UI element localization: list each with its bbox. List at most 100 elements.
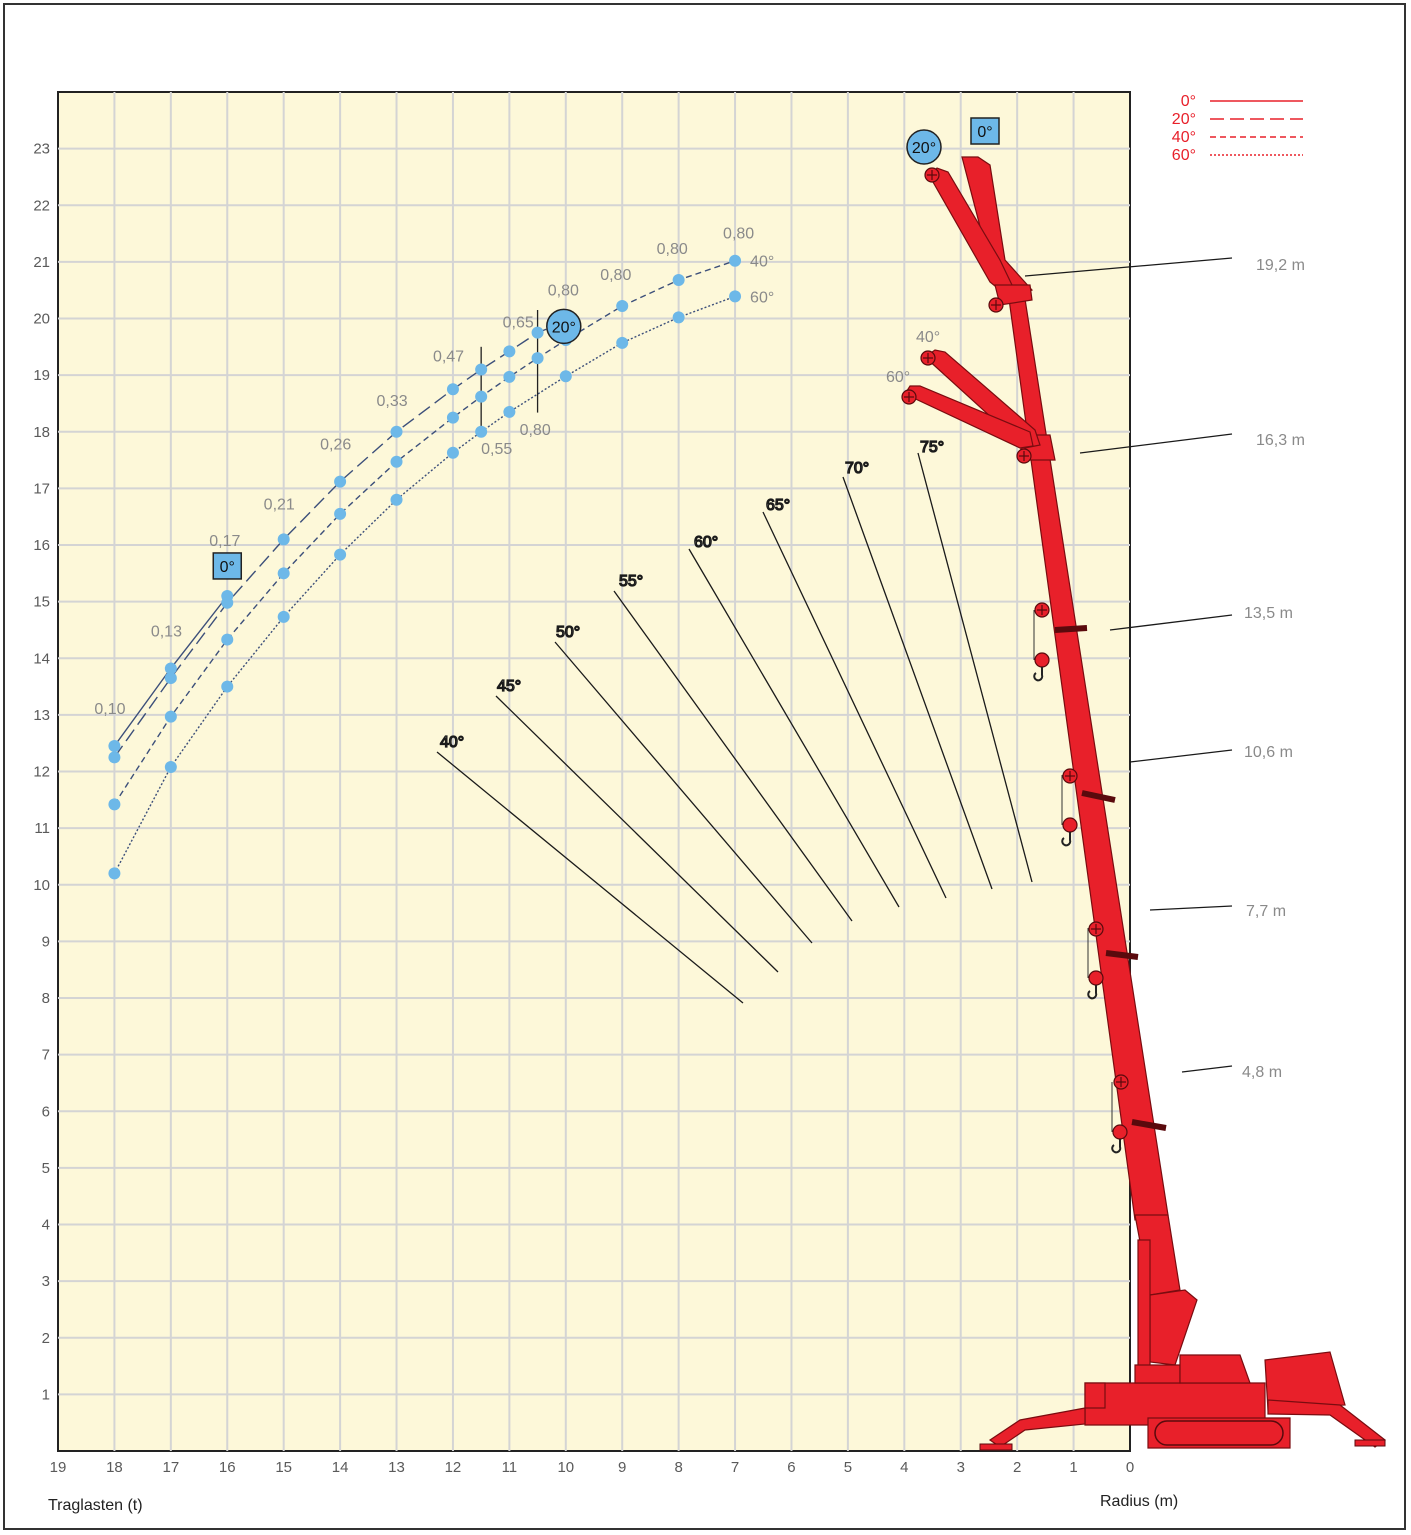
data-point bbox=[108, 740, 121, 753]
y-tick-label: 1 bbox=[42, 1386, 50, 1403]
outrigger-pad-right bbox=[1354, 1439, 1386, 1447]
boom-cylinder bbox=[1137, 1239, 1151, 1381]
data-point bbox=[108, 867, 121, 880]
boom-angle-label: 60° bbox=[694, 534, 718, 551]
y-tick-label: 11 bbox=[34, 820, 50, 837]
y-tick-label: 20 bbox=[33, 311, 50, 328]
legend-label: 0° bbox=[1181, 93, 1196, 110]
x-tick-label: 4 bbox=[900, 1459, 908, 1476]
x-axis-title: Traglasten (t) bbox=[48, 1497, 143, 1514]
boom-band bbox=[1105, 950, 1139, 960]
load-label: 0,80 bbox=[520, 422, 551, 439]
y-tick-label: 19 bbox=[33, 367, 50, 384]
curve-badge-20 bbox=[546, 308, 582, 345]
y-tick-label: 16 bbox=[33, 537, 50, 554]
hook bbox=[1087, 985, 1098, 1000]
x-tick-label: 18 bbox=[106, 1459, 123, 1476]
data-point bbox=[221, 633, 234, 646]
legend-label: 20° bbox=[1172, 111, 1196, 128]
boom-angle-label: 45° bbox=[497, 678, 521, 695]
outrigger-pad-left bbox=[979, 1443, 1013, 1451]
data-point bbox=[334, 548, 347, 561]
boom-angle-line bbox=[762, 511, 947, 899]
boom-band bbox=[1054, 625, 1088, 633]
data-point bbox=[277, 610, 290, 623]
curve-badge-0 bbox=[212, 552, 243, 580]
curve-badge-label-20: 20° bbox=[552, 319, 576, 336]
boom-length-label: 10,6 m bbox=[1244, 744, 1293, 761]
x-axis-ticks: 19 18 17 16 15 14 13 12 11 10 9 8 7 6 5 4 3 2 1 0 bbox=[50, 1459, 1135, 1476]
jib-20 bbox=[928, 167, 1013, 291]
boom-angle-label: 55° bbox=[619, 573, 643, 590]
boom-length-leader bbox=[1181, 1065, 1233, 1073]
y-tick-label: 6 bbox=[42, 1103, 50, 1120]
y-tick-label: 3 bbox=[42, 1273, 50, 1290]
x-tick-label: 6 bbox=[787, 1459, 795, 1476]
curve-end-label: 60° bbox=[750, 289, 774, 306]
y-tick-label: 18 bbox=[33, 424, 50, 441]
y-tick-label: 23 bbox=[33, 141, 50, 158]
boom-angle-label: 50° bbox=[556, 624, 580, 641]
turret-right bbox=[1179, 1354, 1251, 1384]
data-point bbox=[503, 370, 516, 383]
data-point bbox=[390, 425, 403, 438]
data-point bbox=[164, 672, 177, 685]
boom-band bbox=[1131, 1119, 1167, 1131]
y-tick-label: 22 bbox=[33, 197, 50, 214]
data-point bbox=[334, 507, 347, 520]
hook-block bbox=[1034, 652, 1050, 668]
load-label: 0,21 bbox=[264, 496, 295, 513]
legend: 0°20°40°60° bbox=[1172, 93, 1303, 164]
data-point bbox=[475, 425, 488, 438]
data-point bbox=[221, 680, 234, 693]
x-tick-label: 0 bbox=[1126, 1459, 1134, 1476]
boom-angle-line bbox=[436, 751, 744, 1004]
legend-label: 60° bbox=[1172, 147, 1196, 164]
load-label: 0,17 bbox=[209, 533, 240, 550]
y-tick-label: 5 bbox=[42, 1160, 50, 1177]
x-tick-label: 1 bbox=[1069, 1459, 1077, 1476]
data-point bbox=[446, 411, 459, 424]
load-label: 0,26 bbox=[320, 437, 351, 454]
curve-end-label: 40° bbox=[750, 254, 774, 271]
jib-label-60: 60° bbox=[886, 369, 910, 386]
boom-length-label: 19,2 m bbox=[1256, 257, 1305, 274]
data-point bbox=[164, 662, 177, 675]
x-tick-label: 13 bbox=[388, 1459, 405, 1476]
x-tick-label: 5 bbox=[844, 1459, 852, 1476]
load-label: 0,80 bbox=[548, 282, 579, 299]
data-point bbox=[531, 326, 544, 339]
hook-block bbox=[1062, 817, 1078, 833]
y-tick-label: 10 bbox=[33, 877, 50, 894]
boom-angle-line bbox=[917, 452, 1033, 883]
boom-length-label: 16,3 m bbox=[1256, 432, 1305, 449]
hook bbox=[1111, 1139, 1122, 1154]
y-tick-label: 8 bbox=[42, 990, 50, 1007]
legend-label: 40° bbox=[1172, 129, 1196, 146]
data-point bbox=[729, 254, 742, 267]
boom-length-leader bbox=[1129, 749, 1233, 763]
data-point bbox=[164, 710, 177, 723]
chart-frame bbox=[3, 3, 1406, 1530]
data-point bbox=[503, 405, 516, 418]
boom-angle-line bbox=[842, 476, 993, 890]
x-tick-label: 15 bbox=[275, 1459, 292, 1476]
jib-label-20: 20° bbox=[912, 140, 936, 157]
outrigger-box-right bbox=[1264, 1351, 1346, 1411]
jib-badge-0 bbox=[970, 117, 1000, 145]
jib-60 bbox=[904, 385, 1034, 449]
y-tick-label: 4 bbox=[42, 1217, 50, 1234]
boom-length-leader bbox=[1149, 905, 1233, 911]
y-tick-label: 7 bbox=[42, 1047, 50, 1064]
load-label: 0,65 bbox=[503, 314, 534, 331]
data-point bbox=[164, 760, 177, 773]
data-point bbox=[277, 567, 290, 580]
curve-badge-label-0: 0° bbox=[220, 559, 235, 576]
data-point bbox=[446, 383, 459, 396]
boom-length-leader bbox=[1024, 257, 1233, 277]
data-point bbox=[446, 446, 459, 459]
x-tick-label: 14 bbox=[332, 1459, 349, 1476]
boom-angle-line bbox=[613, 590, 853, 922]
hook bbox=[1061, 832, 1072, 847]
x-tick-label: 11 bbox=[502, 1459, 518, 1476]
